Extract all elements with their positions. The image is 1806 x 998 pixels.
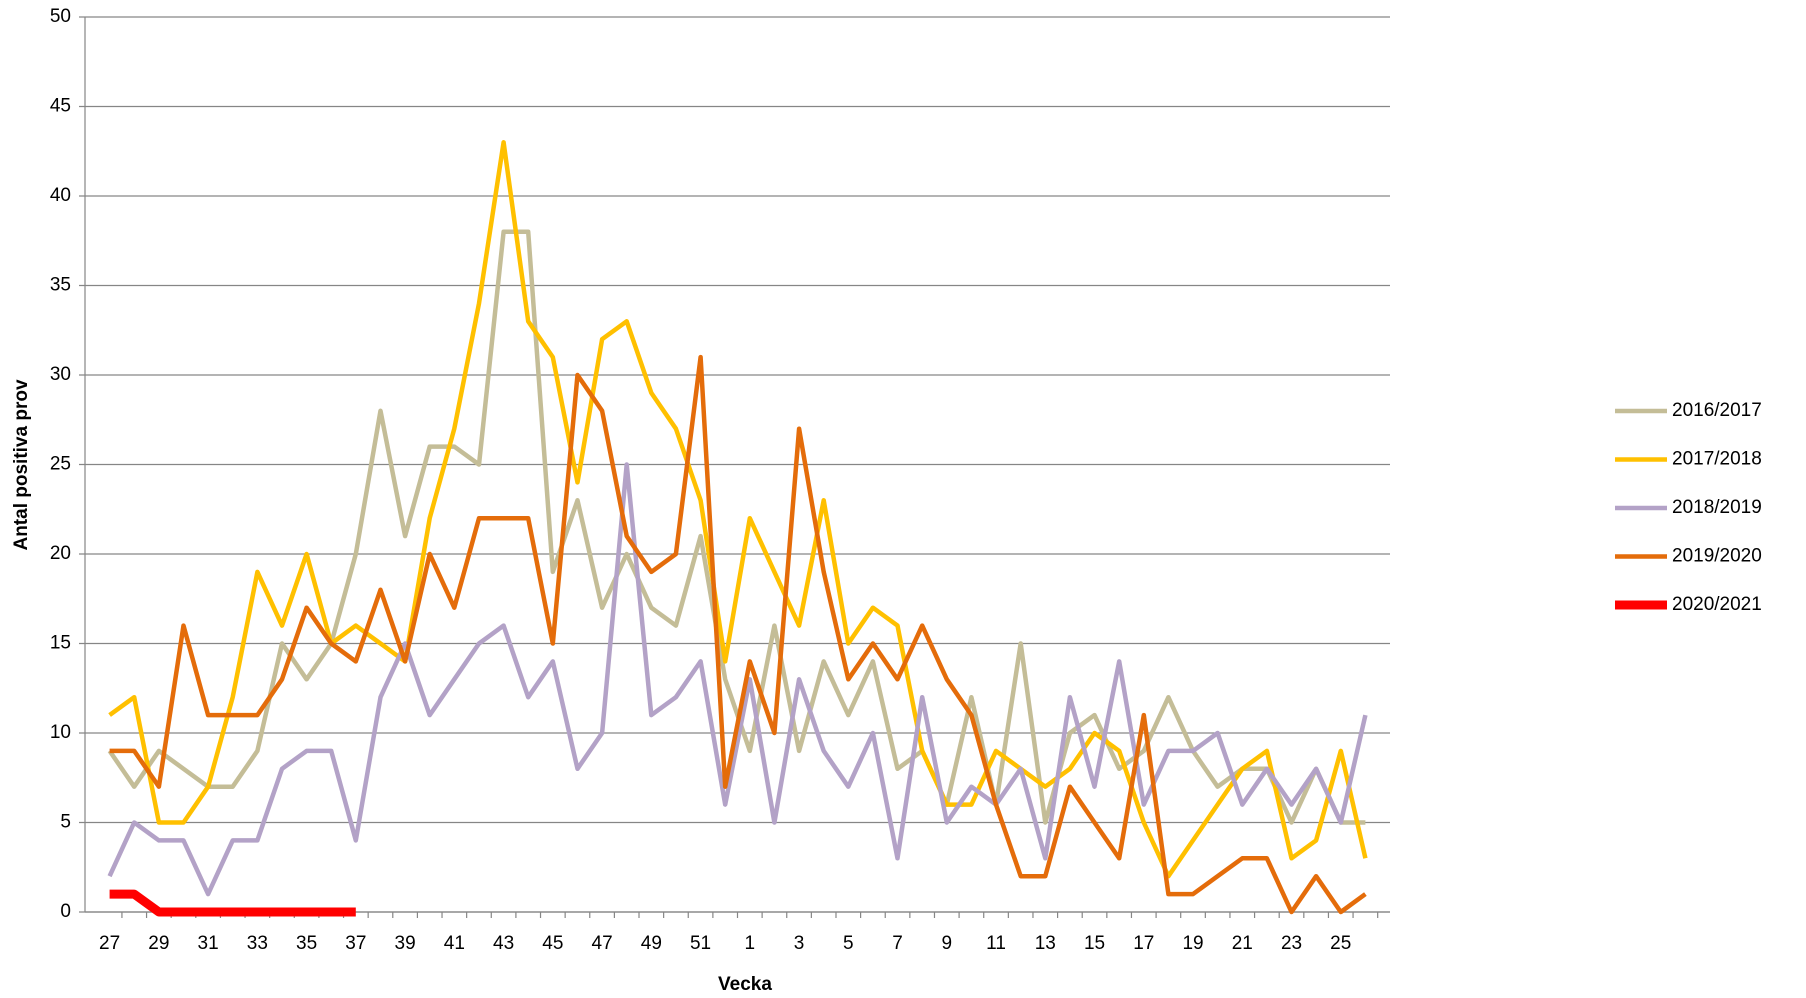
y-tick-label: 45 <box>50 96 71 117</box>
legend-label: 2020/2021 <box>1672 594 1762 615</box>
x-axis-title: Vecka <box>718 974 772 995</box>
x-tick-label: 39 <box>395 933 416 954</box>
y-tick-label: 20 <box>50 543 71 564</box>
x-tick-label: 23 <box>1281 933 1302 954</box>
y-tick-label: 0 <box>60 901 71 922</box>
x-tick-label: 1 <box>745 933 756 954</box>
legend-label: 2018/2019 <box>1672 497 1762 518</box>
y-tick-label: 50 <box>50 6 71 27</box>
legend-label: 2016/2017 <box>1672 400 1762 421</box>
y-tick-label: 25 <box>50 454 71 475</box>
x-tick-label: 47 <box>592 933 613 954</box>
y-tick-label: 15 <box>50 633 71 654</box>
x-tick-label: 25 <box>1330 933 1351 954</box>
series-line <box>109 354 1367 915</box>
y-tick-label: 5 <box>60 812 71 833</box>
x-tick-label: 35 <box>296 933 317 954</box>
legend-label: 2017/2018 <box>1672 449 1762 470</box>
x-tick-label: 13 <box>1035 933 1056 954</box>
x-tick-label: 21 <box>1232 933 1253 954</box>
x-tick-label: 7 <box>892 933 903 954</box>
x-tick-label: 45 <box>542 933 563 954</box>
y-tick-label: 40 <box>50 185 71 206</box>
x-tick-label: 15 <box>1084 933 1105 954</box>
x-tick-label: 51 <box>690 933 711 954</box>
x-tick-label: 37 <box>345 933 366 954</box>
y-tick-label: 10 <box>50 722 71 743</box>
x-tick-label: 31 <box>198 933 219 954</box>
x-tick-label: 5 <box>843 933 854 954</box>
series-line <box>108 140 1368 879</box>
x-tick-label: 29 <box>148 933 169 954</box>
y-axis-title: Antal positiva prov <box>11 379 32 550</box>
x-tick-label: 33 <box>247 933 268 954</box>
x-tick-label: 3 <box>794 933 805 954</box>
legend-label: 2019/2020 <box>1672 546 1762 567</box>
x-tick-label: 43 <box>493 933 514 954</box>
x-tick-label: 27 <box>99 933 120 954</box>
series-line <box>107 462 1368 897</box>
x-tick-label: 19 <box>1182 933 1203 954</box>
x-tick-label: 9 <box>942 933 953 954</box>
x-tick-label: 17 <box>1133 933 1154 954</box>
x-tick-label: 11 <box>986 933 1006 954</box>
x-tick-label: 41 <box>444 933 465 954</box>
series-line <box>109 889 356 917</box>
y-tick-label: 30 <box>50 364 71 385</box>
y-tick-label: 35 <box>50 275 71 296</box>
x-tick-label: 49 <box>641 933 662 954</box>
